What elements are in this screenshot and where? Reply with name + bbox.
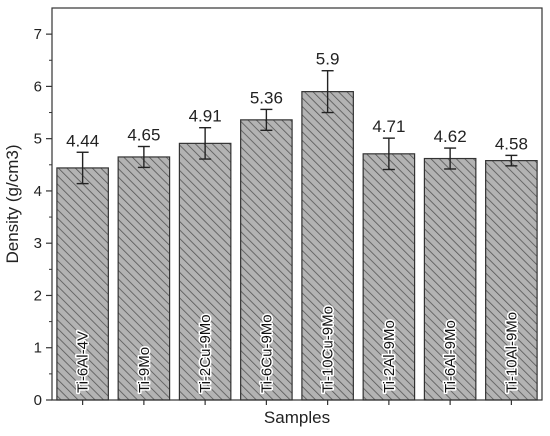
- category-label-halo: Ti-10Al-9Mo: [503, 312, 520, 393]
- category-label: Ti-6Cu-9MoTi-6Cu-9Mo: [258, 314, 275, 393]
- category-label-text: Ti-6Al-4V: [75, 331, 92, 393]
- y-tick-label: 6: [34, 78, 42, 95]
- category-label-text: Ti-10Al-9Mo: [503, 312, 520, 393]
- category-label: Ti-2Cu-9MoTi-2Cu-9Mo: [197, 314, 214, 393]
- category-label: Ti-6Al-4VTi-6Al-4V: [75, 331, 92, 393]
- category-label: Ti-10Cu-9MoTi-10Cu-9Mo: [320, 306, 337, 393]
- data-label: 4.71: [372, 117, 405, 136]
- bar-ti-6al-9mo: [423, 157, 477, 401]
- category-label-text: Ti-9Mo: [136, 347, 153, 393]
- category-label: Ti-10Al-9MoTi-10Al-9Mo: [503, 312, 520, 393]
- category-label-halo: Ti-2Cu-9Mo: [197, 314, 214, 393]
- category-label: Ti-9MoTi-9Mo: [136, 347, 153, 393]
- data-label: 5.9: [316, 50, 340, 69]
- y-tick-label: 7: [34, 26, 42, 43]
- plot-frame: [51, 7, 543, 401]
- category-label-text: Ti-6Al-9Mo: [442, 320, 459, 393]
- category-label-halo: Ti-6Cu-9Mo: [258, 314, 275, 393]
- bar-ti-9mo: [117, 156, 171, 401]
- category-label: Ti-2Al-9MoTi-2Al-9Mo: [381, 320, 398, 393]
- category-label-halo: Ti-9Mo: [136, 347, 153, 393]
- plot-area: 4.44 Ti-6Al-4VTi-6Al-4V 4.65 Ti-9MoTi-9Mo 4.…: [56, 50, 538, 405]
- y-tick-label: 1: [34, 340, 42, 357]
- y-tick-label: 3: [34, 235, 42, 252]
- bar-ti-10al-9mo: [485, 160, 538, 401]
- data-label: 4.91: [189, 107, 222, 126]
- y-tick-label: 0: [34, 392, 42, 409]
- data-label: 4.62: [434, 127, 467, 146]
- y-tick-label: 2: [34, 287, 42, 304]
- data-label: 4.44: [66, 131, 99, 150]
- category-label-halo: Ti-6Al-9Mo: [442, 320, 459, 393]
- category-label-text: Ti-2Cu-9Mo: [197, 314, 214, 393]
- x-axis-title: Samples: [264, 408, 330, 427]
- bar-ti-2cu-9mo: [178, 142, 232, 401]
- category-label-text: Ti-2Al-9Mo: [381, 320, 398, 393]
- data-label: 4.65: [127, 126, 160, 145]
- category-label-text: Ti-6Cu-9Mo: [258, 314, 275, 393]
- data-label: 4.58: [495, 134, 528, 153]
- data-label: 5.36: [250, 88, 283, 107]
- y-tick-label: 4: [34, 183, 42, 200]
- category-label-halo: Ti-10Cu-9Mo: [320, 306, 337, 393]
- bar-ti-2al-9mo: [362, 153, 416, 401]
- y-axis: 0 1 2 3 4 5 6 7: [34, 26, 52, 409]
- category-label-text: Ti-10Cu-9Mo: [320, 306, 337, 393]
- y-tick-label: 5: [34, 131, 42, 148]
- category-label-halo: Ti-6Al-4V: [75, 331, 92, 393]
- category-label: Ti-6Al-9MoTi-6Al-9Mo: [442, 320, 459, 393]
- y-axis-title: Density (g/cm3): [3, 144, 22, 263]
- category-label-halo: Ti-2Al-9Mo: [381, 320, 398, 393]
- bar-ti-6al-4v: [56, 167, 109, 401]
